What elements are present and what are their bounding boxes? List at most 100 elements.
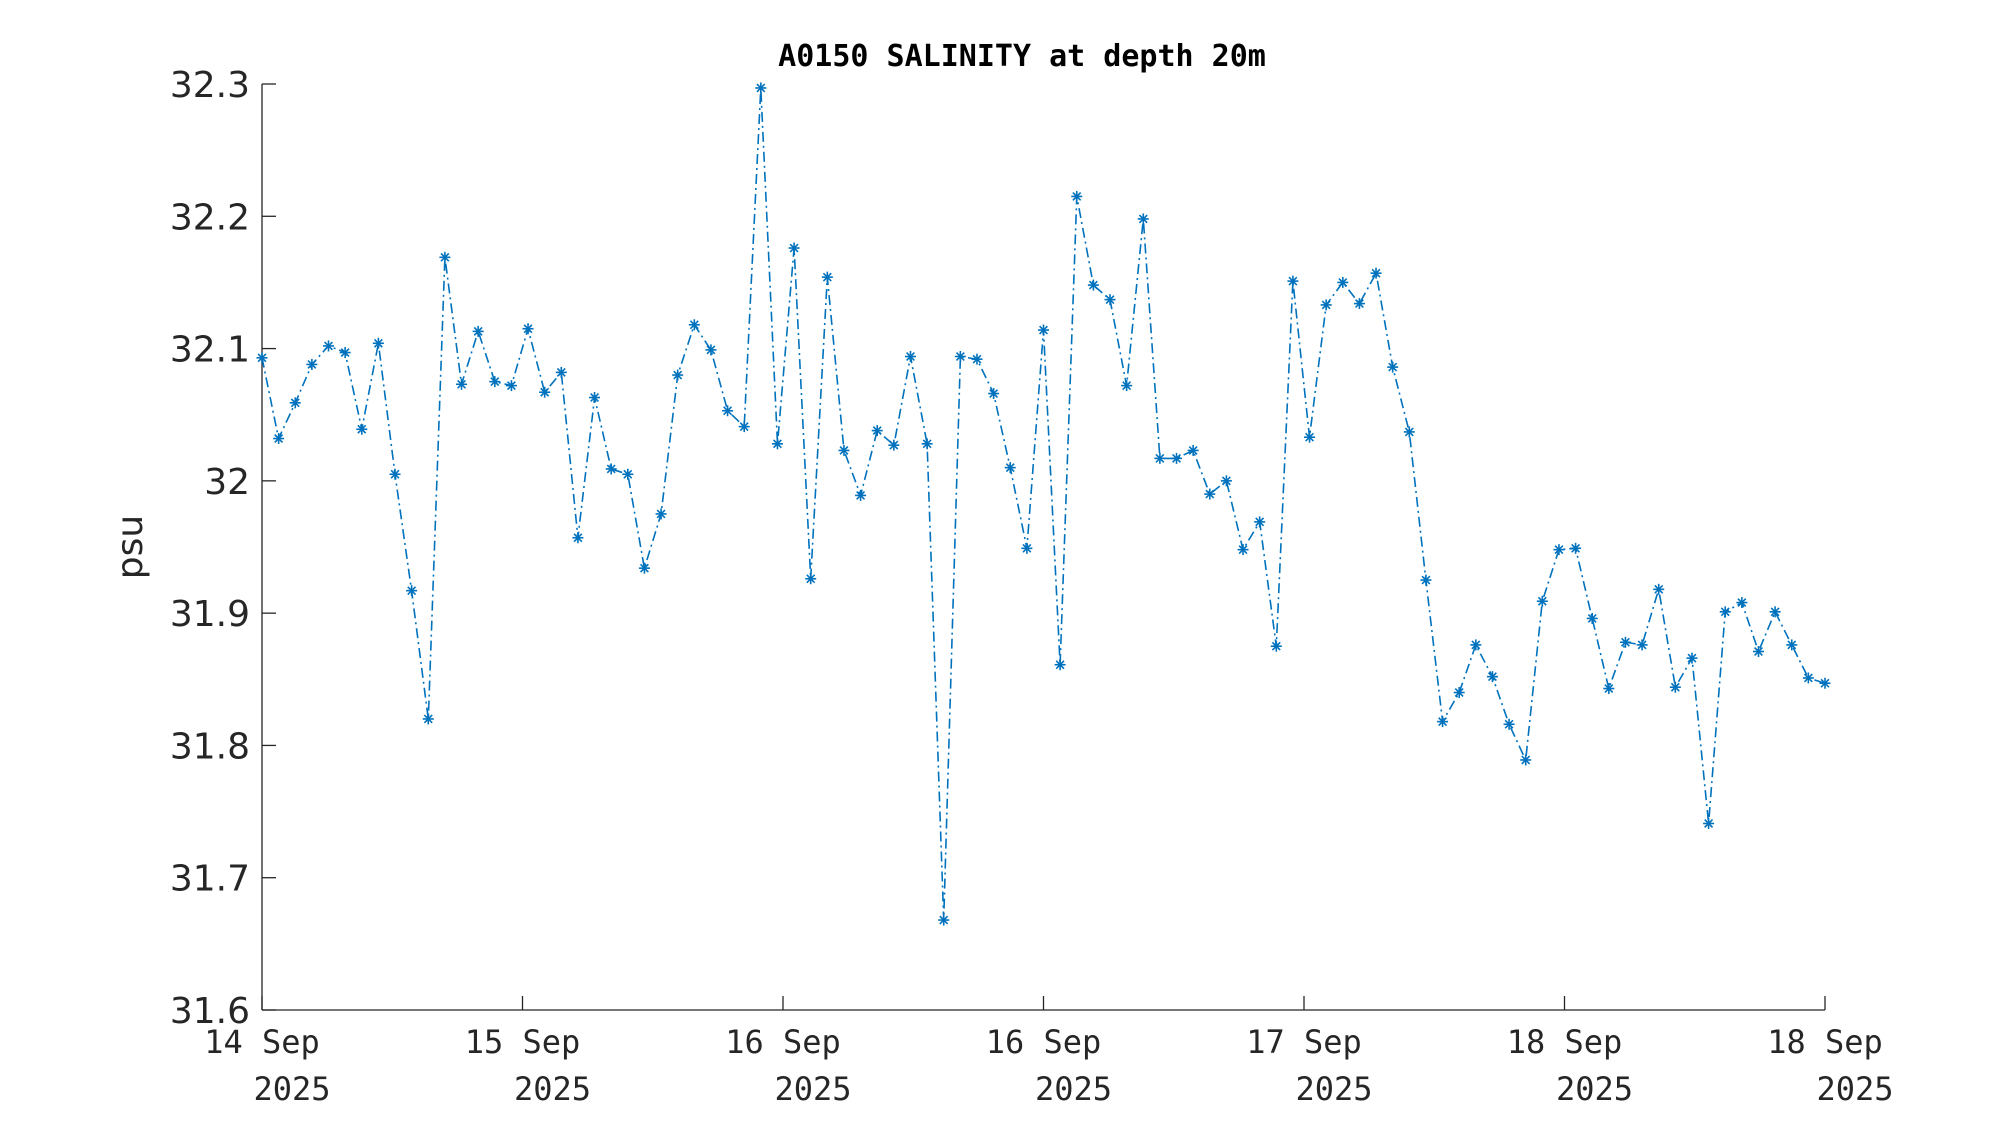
data-point <box>1004 462 1016 474</box>
data-point <box>738 421 750 433</box>
data-point <box>1570 542 1582 554</box>
axes <box>261 84 1825 1011</box>
data-point <box>1503 718 1515 730</box>
y-ticks: 31.6 31.7 31.8 31.9 32 32.1 32.2 32.3 <box>170 65 276 1032</box>
data-point <box>1420 574 1432 586</box>
data-point <box>489 376 501 388</box>
data-point <box>1237 544 1249 556</box>
data-point <box>1619 636 1631 648</box>
data-point <box>888 439 900 451</box>
data-point <box>722 405 734 417</box>
data-point <box>389 468 401 480</box>
data-point <box>672 369 684 381</box>
x-tick-label-year: 2025 <box>253 1070 330 1108</box>
data-point <box>1054 659 1066 671</box>
y-tick-label: 31.7 <box>170 859 250 900</box>
data-point <box>1304 431 1316 443</box>
data-point <box>1802 672 1814 684</box>
data-point <box>971 353 983 365</box>
data-point <box>1819 677 1831 689</box>
x-tick-label-day: 18 Sep <box>1767 1023 1883 1061</box>
data-point <box>1254 516 1266 528</box>
data-point <box>904 351 916 363</box>
x-tick-label-year: 2025 <box>774 1070 851 1108</box>
data-point <box>1786 639 1798 651</box>
y-tick-label: 31.9 <box>170 594 250 635</box>
data-point <box>1669 681 1681 693</box>
data-point <box>622 468 634 480</box>
data-point <box>1220 475 1232 487</box>
x-tick-label-day: 16 Sep <box>725 1023 841 1061</box>
y-tick-label: 32.2 <box>170 197 250 238</box>
data-point <box>821 271 833 283</box>
data-point <box>1204 488 1216 500</box>
data-point <box>406 585 418 597</box>
data-point <box>1337 276 1349 288</box>
x-tick-label-day: 18 Sep <box>1507 1023 1623 1061</box>
y-tick-label: 32 <box>204 462 250 503</box>
data-point <box>1719 606 1731 618</box>
data-point <box>1320 299 1332 311</box>
data-point <box>1353 298 1365 310</box>
data-point <box>938 914 950 926</box>
data-point <box>1104 294 1116 306</box>
x-tick-label-year: 2025 <box>1295 1070 1372 1108</box>
data-point <box>1586 612 1598 624</box>
data-point <box>522 323 534 335</box>
x-tick-label-year: 2025 <box>1556 1070 1633 1108</box>
data-point <box>539 386 551 398</box>
data-point <box>1437 716 1449 728</box>
data-point <box>688 319 700 331</box>
data-point <box>638 562 650 574</box>
x-tick-label-year: 2025 <box>1035 1070 1112 1108</box>
data-point <box>323 340 335 352</box>
data-point <box>1171 452 1183 464</box>
data-point <box>306 358 318 370</box>
data-point <box>1553 544 1565 556</box>
data-point <box>1187 444 1199 456</box>
data-point <box>1686 652 1698 664</box>
data-point <box>1387 361 1399 373</box>
data-point <box>422 713 434 725</box>
data-point <box>1121 380 1133 392</box>
data-point <box>871 425 883 437</box>
data-point <box>855 489 867 501</box>
data-point <box>472 325 484 337</box>
data-point <box>572 532 584 544</box>
data-point <box>1154 452 1166 464</box>
data-point <box>705 344 717 356</box>
data-point <box>788 242 800 254</box>
data-point <box>372 337 384 349</box>
x-tick-label-day: 15 Sep <box>465 1023 581 1061</box>
data-point <box>1071 190 1083 202</box>
x-ticks: 14 Sep 2025 15 Sep 2025 16 Sep 2025 16 Sep 2025… <box>204 996 1894 1108</box>
data-point <box>1370 267 1382 279</box>
data-point <box>1520 754 1532 766</box>
data-point <box>988 388 1000 400</box>
y-tick-label: 32.1 <box>170 330 250 371</box>
data-point <box>838 444 850 456</box>
chart-title: A0150 SALINITY at depth 20m <box>778 39 1266 74</box>
y-tick-label: 32.3 <box>170 65 250 106</box>
data-point <box>1470 639 1482 651</box>
data-point <box>1736 597 1748 609</box>
data-point <box>1653 583 1665 595</box>
x-tick-label-day: 16 Sep <box>986 1023 1102 1061</box>
data-point <box>356 423 368 435</box>
data-point <box>1087 279 1099 291</box>
data-point <box>1603 683 1615 695</box>
data-point <box>1703 817 1715 829</box>
data-point <box>439 251 451 263</box>
data-point <box>273 433 285 445</box>
data-point <box>256 352 268 364</box>
y-tick-label: 31.8 <box>170 726 250 767</box>
data-point <box>1453 687 1465 699</box>
x-tick-label-year: 2025 <box>1816 1070 1893 1108</box>
data-point <box>1752 646 1764 658</box>
data-point <box>1270 640 1282 652</box>
data-point <box>1137 213 1149 225</box>
x-tick-label-day: 17 Sep <box>1246 1023 1362 1061</box>
data-point <box>339 347 351 359</box>
series-line <box>261 87 1826 921</box>
